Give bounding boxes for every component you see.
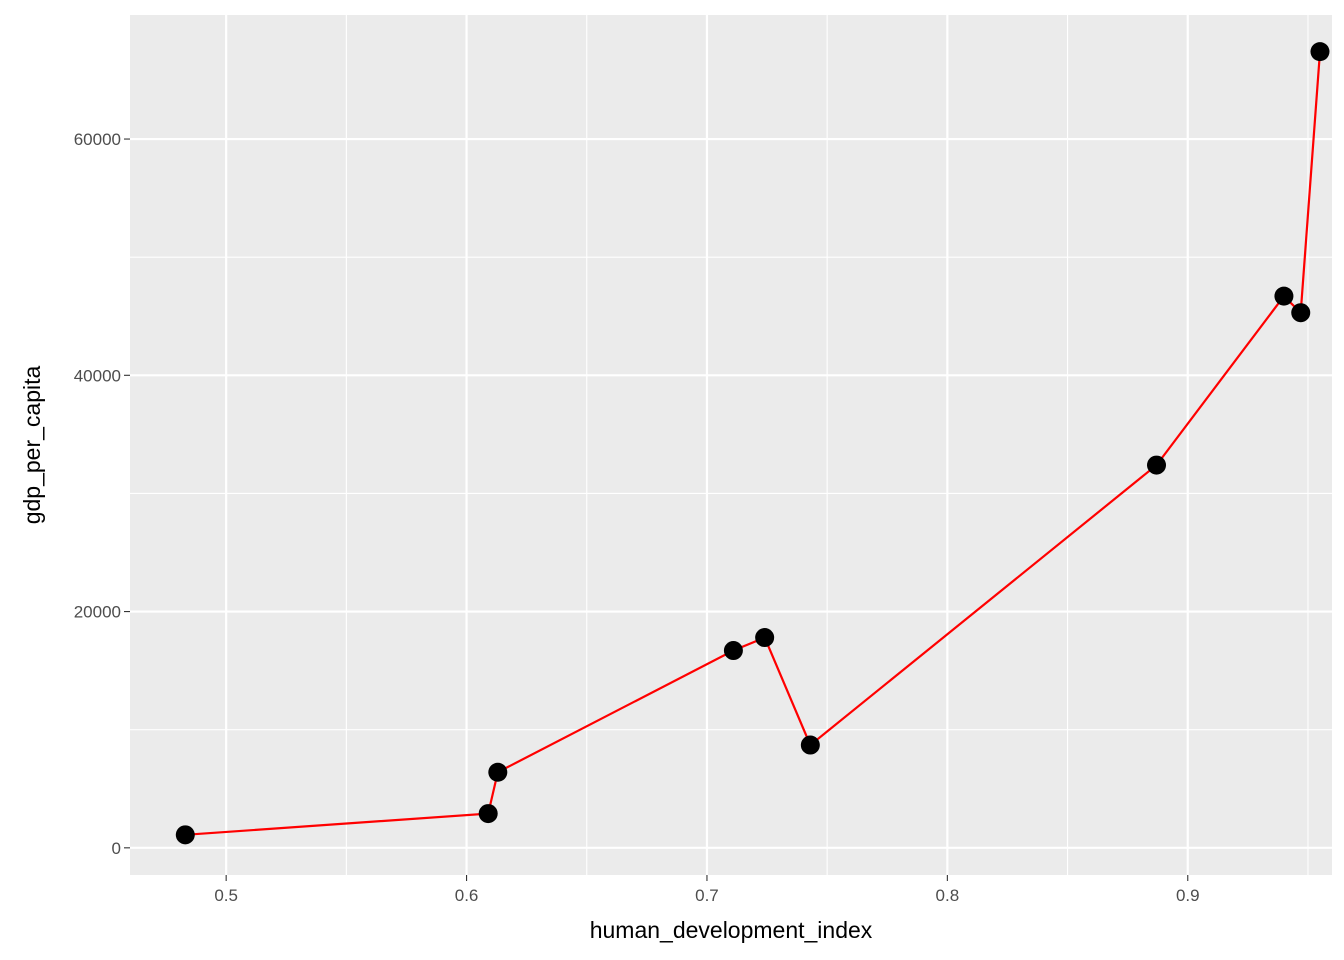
y-axis-ticks: 0 20000 40000 60000 — [74, 130, 130, 858]
minor-gridlines — [130, 15, 1332, 875]
major-gridlines — [130, 15, 1332, 875]
x-axis-title: human_development_index — [590, 917, 873, 943]
series-line — [185, 51, 1322, 836]
y-tick-label: 0 — [112, 839, 121, 858]
data-point — [488, 762, 508, 782]
data-point — [1147, 455, 1167, 475]
y-axis-title: gdp_per_capita — [19, 366, 45, 525]
x-tick-label: 0.5 — [214, 886, 238, 905]
data-point — [175, 825, 195, 845]
data-point — [723, 641, 743, 661]
y-tick-label: 20000 — [74, 603, 121, 622]
data-point — [1274, 286, 1294, 306]
y-tick-label: 40000 — [74, 366, 121, 385]
data-point — [1310, 42, 1330, 62]
data-point — [800, 735, 820, 755]
x-tick-label: 0.9 — [1176, 886, 1200, 905]
data-points — [175, 42, 1330, 845]
x-tick-label: 0.6 — [455, 886, 479, 905]
data-point — [478, 804, 498, 824]
x-tick-label: 0.8 — [936, 886, 960, 905]
x-tick-label: 0.7 — [695, 886, 719, 905]
plot-panel — [130, 15, 1332, 875]
y-tick-label: 60000 — [74, 130, 121, 149]
data-point — [755, 628, 775, 648]
data-point — [1291, 303, 1311, 323]
x-axis-ticks: 0.5 0.6 0.7 0.8 0.9 — [214, 875, 1200, 905]
